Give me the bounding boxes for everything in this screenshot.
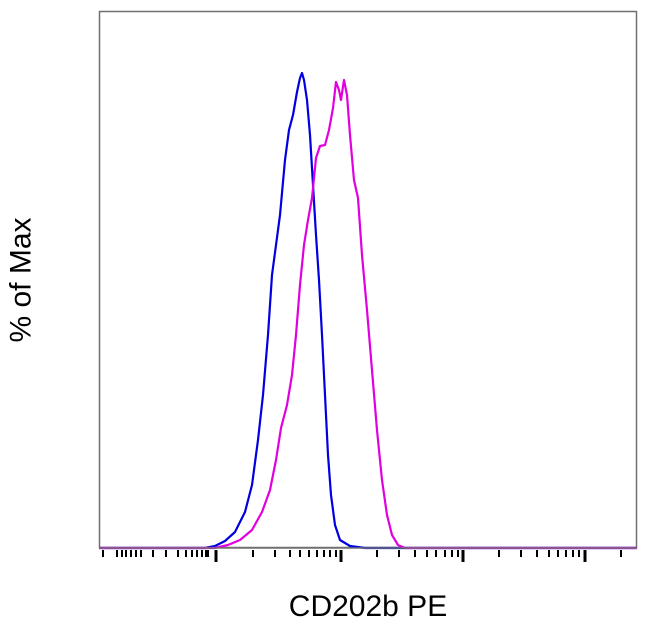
y-axis-label: % of Max (5, 217, 39, 343)
cd202b-stained-curve (99, 78, 637, 550)
plot-frame (98, 10, 638, 549)
y-axis-label-container: % of Max (2, 180, 42, 380)
x-axis-ticks (102, 550, 622, 562)
isotype-control-curve (99, 71, 637, 550)
x-axis-label: CD202b PE (288, 590, 448, 623)
